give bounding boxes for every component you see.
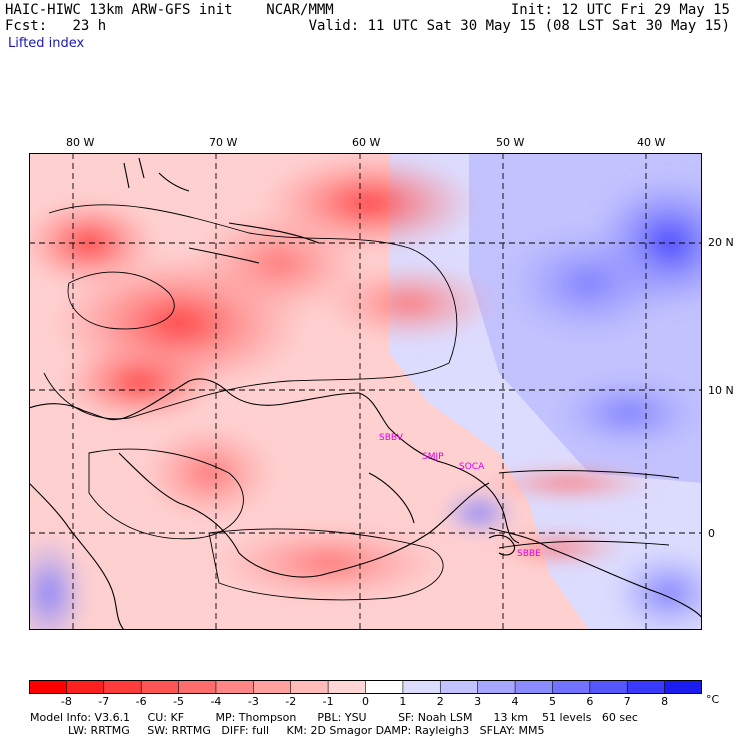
lon-label-80w: 80 W (66, 136, 95, 149)
colorbar-cell (29, 680, 68, 694)
forecast-hour: 23 h (72, 18, 107, 34)
colorbar-tick-label: 7 (623, 695, 631, 708)
colorbar-tick-label: 8 (661, 695, 669, 708)
lon-label-70w: 70 W (209, 136, 238, 149)
colorbar-cell (365, 680, 404, 694)
colorbar-cell (140, 680, 180, 694)
colorbar-cell (589, 680, 629, 694)
model-info-line-1: Model Info: V3.6.1 CU: KF MP: Thompson P… (30, 711, 638, 724)
colorbar-tick-label: -2 (285, 695, 297, 708)
station-labels: SBBV SMJP SOCA SBBE (379, 433, 541, 559)
colorbar-cell (215, 680, 255, 694)
colorbar-cell (477, 680, 516, 694)
colorbar-cell (514, 680, 554, 694)
model-info-line-2: LW: RRTMG SW: RRTMG DIFF: full KM: 2D Sm… (68, 724, 545, 737)
station-sbbe: SBBE (517, 549, 541, 559)
lat-lon-grid (29, 153, 702, 630)
station-smjp: SMJP (422, 452, 444, 462)
colorbar-tick-label: -4 (210, 695, 222, 708)
lon-label-50w: 50 W (496, 136, 525, 149)
blue-blobs (29, 173, 702, 630)
colorbar-tick-label: 3 (474, 695, 482, 708)
lon-label-40w: 40 W (637, 136, 666, 149)
colorbar-tick-label: -3 (247, 695, 259, 708)
colorbar-cell (253, 680, 292, 694)
valid-time: Valid: 11 UTC Sat 30 May 15 (08 LST Sat … (308, 18, 730, 34)
colorbar-tick-label: 0 (362, 695, 369, 708)
header-left: HAIC-HIWC 13km ARW-GFS init NCAR/MMM Fcs… (5, 2, 334, 34)
colorbar-tick-label: 4 (511, 695, 519, 708)
colorbar-tick-label: -6 (135, 695, 147, 708)
organization: NCAR/MMM (266, 2, 334, 18)
colorbar-cell (290, 680, 329, 694)
colorbar-cell (664, 680, 702, 694)
map-frame (29, 153, 702, 630)
colorbar-tick-label: 6 (586, 695, 594, 708)
lifted-index-map: SBBV SMJP SOCA SBBE (29, 153, 702, 630)
colorbar-cell (626, 680, 666, 694)
colorbar-cell (402, 680, 442, 694)
colorbar-cell (178, 680, 217, 694)
colorbar-frame (29, 680, 702, 694)
colorbar-tick-label: -7 (98, 695, 110, 708)
colorbar-cells (29, 680, 702, 694)
colorbar (29, 680, 702, 694)
colorbar-tick-label: -1 (322, 695, 334, 708)
forecast-label: Fcst: (5, 18, 48, 34)
lat-label-20n: 20 N (708, 236, 734, 249)
model-name: HAIC-HIWC 13km ARW-GFS init (5, 2, 233, 18)
lon-label-60w: 60 W (352, 136, 381, 149)
field-name: Lifted index (8, 36, 85, 51)
colorbar-unit: °C (706, 693, 720, 706)
red-blobs (29, 153, 659, 603)
li-contours (43, 204, 680, 601)
lat-label-10n: 10 N (708, 384, 734, 397)
init-time: Init: 12 UTC Fri 29 May 15 (510, 2, 730, 18)
colorbar-tick-label: -8 (60, 695, 72, 708)
colorbar-tick-label: 5 (548, 695, 556, 708)
colorbar-tick-label: -5 (173, 695, 185, 708)
station-soca: SOCA (459, 462, 485, 472)
header-right: Init: 12 UTC Fri 29 May 15 Valid: 11 UTC… (309, 2, 730, 34)
colorbar-tick-label: 1 (399, 695, 407, 708)
colorbar-cell (552, 680, 591, 694)
coastlines (29, 157, 702, 630)
colorbar-cell (66, 680, 105, 694)
colorbar-cell (327, 680, 367, 694)
lat-label-0: 0 (708, 527, 715, 540)
colorbar-cell (439, 680, 479, 694)
colorbar-cell (103, 680, 142, 694)
colorbar-tick-label: 2 (436, 695, 444, 708)
station-sbbv: SBBV (379, 433, 404, 443)
